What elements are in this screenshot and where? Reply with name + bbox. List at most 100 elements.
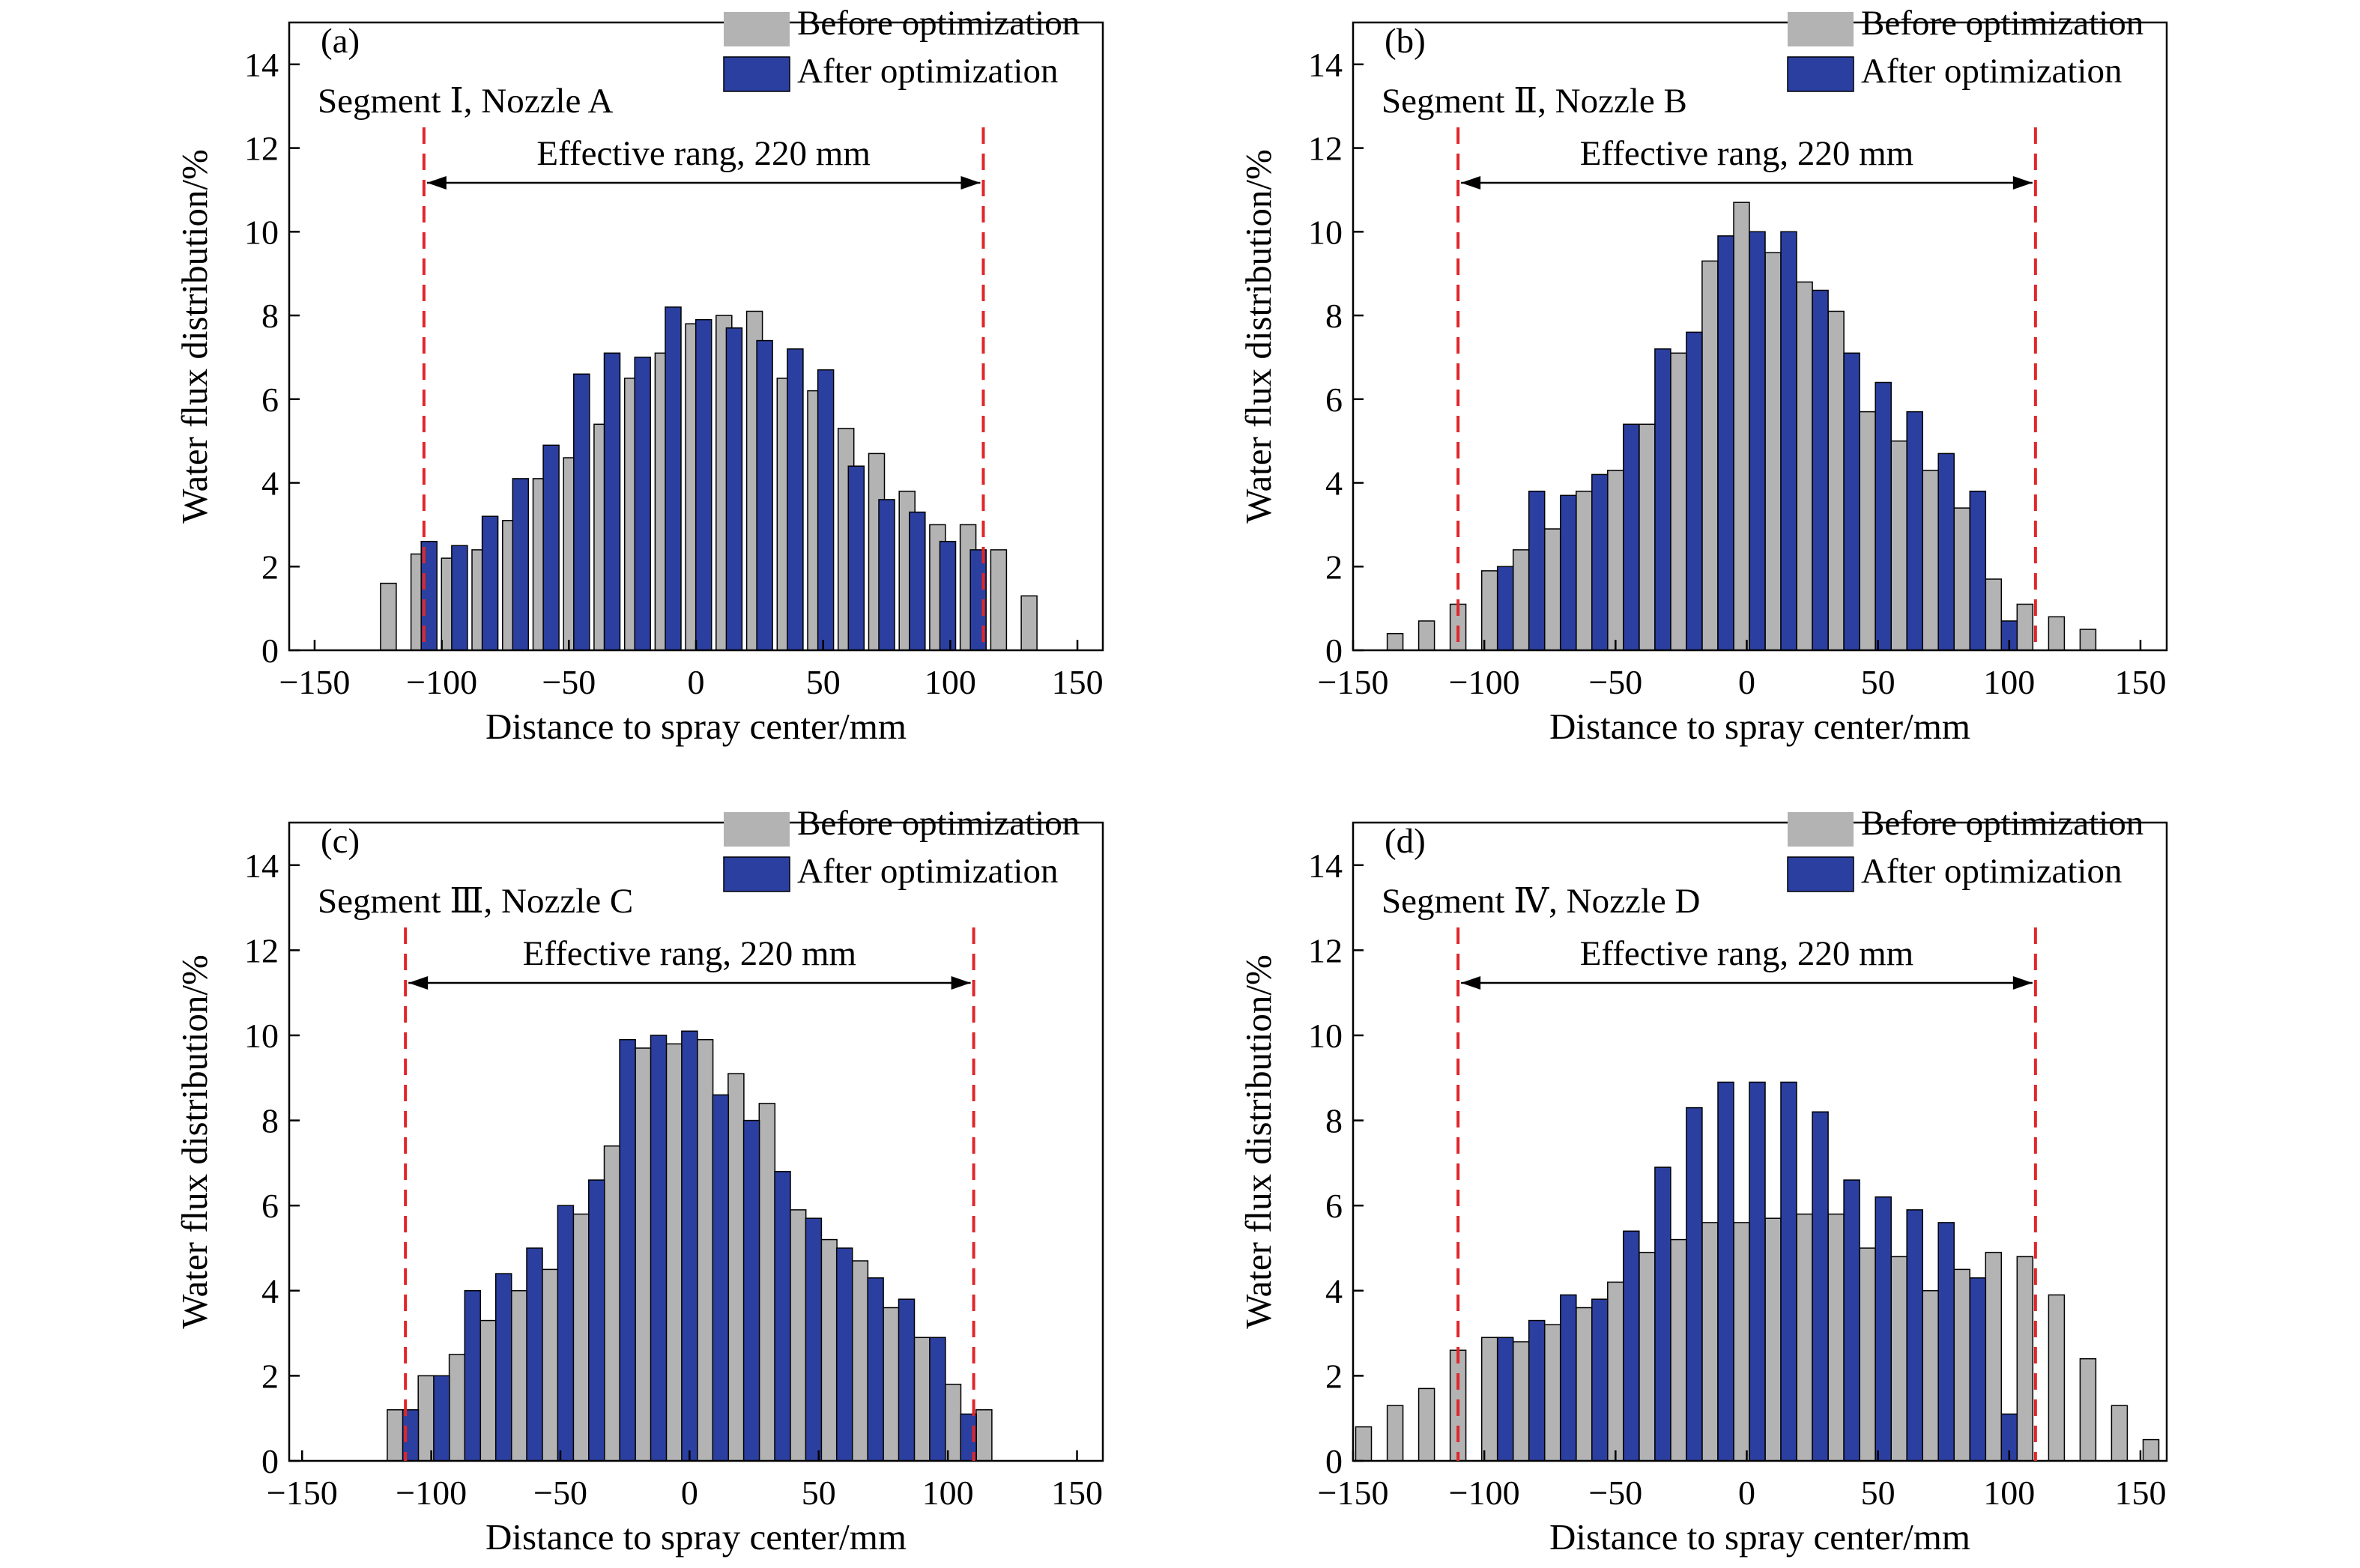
bar-before-13 [789, 1209, 807, 1462]
bar-before-4 [1480, 1337, 1498, 1462]
bar-before-3 [1480, 570, 1498, 651]
legend-label-after: After optimization [1861, 852, 2122, 891]
bar-after-7 [634, 357, 651, 651]
legend-swatch-after [1787, 856, 1854, 892]
bar-before-18 [944, 1384, 962, 1462]
bar-after-5 [1654, 348, 1671, 651]
y-tick-label: 12 [1308, 931, 1343, 969]
bar-after-9 [1780, 1081, 1797, 1462]
bar-before-1 [417, 1375, 435, 1462]
bar-before-25 [2142, 1438, 2160, 1462]
bar-after-6 [603, 352, 621, 651]
bar-after-9 [695, 318, 712, 651]
legend-label-before: Before optimization [797, 4, 1080, 43]
y-tick-label: 10 [1308, 1017, 1343, 1055]
bar-after-14 [1937, 452, 1955, 651]
x-tick-label: −100 [396, 1474, 467, 1512]
bar-after-13 [817, 369, 835, 651]
bar-after-1 [1528, 490, 1546, 651]
bar-before-15 [851, 1260, 869, 1462]
chart-panel-c: 0 2 4 6 8 10 12 14 −150 −100 −50 0 50 100 150 Distance … [174, 804, 1104, 1558]
legend-swatch-after [1787, 56, 1854, 92]
bar-after-17 [929, 1337, 946, 1462]
bar-before-7 [603, 1145, 621, 1462]
y-tick-label: 4 [261, 464, 279, 503]
legend-label-after: After optimization [1861, 52, 2122, 91]
bar-after-1 [433, 1375, 450, 1462]
bar-after-7 [1717, 1081, 1734, 1462]
bar-before-16 [1890, 440, 1907, 651]
bar-before-0 [380, 582, 397, 651]
range-label: Effective rang, 220 mm [1580, 134, 1914, 173]
x-tick-label: 0 [1738, 663, 1755, 701]
x-tick-label: −100 [1449, 663, 1520, 701]
legend-swatch-before [724, 812, 790, 847]
range-arrowhead-left [408, 976, 429, 990]
plot-frame [1352, 821, 2168, 1462]
y-axis-title: Water flux distribution/% [174, 149, 215, 524]
bar-after-3 [1591, 473, 1609, 651]
y-tick-label: 10 [244, 1017, 279, 1055]
x-tick-label: 0 [681, 1474, 698, 1512]
y-axis-title: Water flux distribution/% [1238, 149, 1279, 524]
y-tick-label: 2 [261, 1357, 279, 1395]
x-axis-title: Distance to spray center/mm [1549, 1516, 1970, 1558]
x-tick-label: 50 [802, 1474, 836, 1512]
x-tick-label: −150 [267, 1474, 338, 1512]
bar-before-1 [1417, 620, 1435, 651]
x-tick-label: −150 [279, 663, 350, 701]
y-axis-title: Water flux distribution/% [1238, 954, 1279, 1329]
y-tick-label: 6 [1325, 1187, 1343, 1225]
plot-frame [1352, 21, 2168, 652]
bar-before-20 [990, 549, 1008, 651]
bar-before-11 [1733, 202, 1750, 651]
x-tick-label: −50 [1588, 1474, 1642, 1512]
legend-label-before: Before optimization [1861, 4, 2143, 43]
legend-label-after: After optimization [797, 852, 1058, 891]
panel-tag: (d) [1385, 822, 1426, 861]
chart-panel-b: 0 2 4 6 8 10 12 14 −150 −100 −50 0 50 100 150 Distance … [1238, 4, 2168, 747]
bar-before-10 [1670, 1238, 1687, 1462]
y-tick-label: 8 [1325, 297, 1343, 335]
x-tick-label: 50 [1861, 663, 1895, 701]
y-tick-label: 8 [1325, 1102, 1343, 1140]
x-tick-label: 100 [1983, 663, 2035, 701]
legend-label-after: After optimization [797, 52, 1058, 91]
bar-before-13 [1796, 281, 1813, 651]
y-tick-label: 14 [244, 46, 279, 84]
x-tick-label: −50 [1588, 663, 1642, 701]
legend-label-before: Before optimization [1861, 804, 2143, 843]
x-tick-label: −50 [542, 663, 596, 701]
bar-after-1 [1528, 1319, 1546, 1462]
y-tick-label: 12 [1308, 130, 1343, 168]
bar-before-5 [1512, 1341, 1530, 1462]
range-arrowhead-right [2012, 176, 2033, 190]
bar-after-7 [619, 1038, 636, 1462]
y-tick-label: 6 [261, 381, 279, 419]
legend-swatch-before [1788, 12, 1854, 46]
bar-before-18 [1922, 1290, 1939, 1462]
bar-before-18 [1953, 507, 1970, 651]
panel-subtitle: Segment Ⅲ, Nozzle C [318, 882, 633, 921]
x-tick-label: 50 [806, 663, 841, 701]
panel-subtitle: Segment Ⅰ, Nozzle A [318, 82, 614, 121]
bar-before-12 [1764, 252, 1782, 651]
plot-frame [288, 821, 1104, 1462]
bar-after-6 [588, 1179, 605, 1462]
bar-after-3 [1591, 1298, 1609, 1462]
bar-after-2 [464, 1290, 482, 1462]
legend-label-before: Before optimization [797, 804, 1080, 843]
bar-after-0 [1496, 1337, 1514, 1462]
bar-before-2 [1417, 1387, 1435, 1462]
bar-after-2 [1560, 1294, 1577, 1462]
bar-before-3 [479, 1319, 497, 1462]
bar-before-19 [1953, 1268, 1970, 1462]
panel-tag: (c) [321, 822, 360, 861]
bar-before-20 [1985, 1251, 2003, 1462]
y-tick-label: 0 [1325, 632, 1343, 670]
range-arrowhead-right [960, 176, 981, 190]
bar-after-14 [1937, 1222, 1955, 1462]
legend-swatch-after [723, 856, 790, 892]
bar-before-20 [2016, 603, 2034, 651]
